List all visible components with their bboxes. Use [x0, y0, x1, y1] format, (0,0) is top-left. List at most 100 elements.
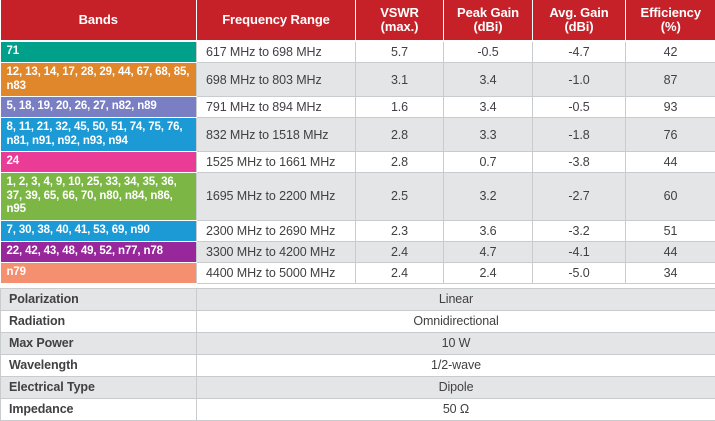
- avg-gain-cell: -5.0: [533, 262, 626, 283]
- band-cell: 24: [1, 152, 197, 173]
- peak-gain-cell: 3.4: [444, 63, 533, 97]
- header-row: Bands Frequency Range VSWR (max.) Peak G…: [1, 0, 715, 41]
- efficiency-cell: 76: [626, 118, 715, 152]
- column-header-avg-gain: Avg. Gain (dBi): [533, 0, 626, 41]
- column-header-efficiency: Efficiency (%): [626, 0, 715, 41]
- spec-value: Dipole: [197, 376, 715, 398]
- peak-gain-cell: 2.4: [444, 262, 533, 283]
- spec-label: Radiation: [1, 310, 197, 332]
- frequency-cell: 4400 MHz to 5000 MHz: [197, 262, 356, 283]
- frequency-cell: 3300 MHz to 4200 MHz: [197, 241, 356, 262]
- peak-gain-cell: -0.5: [444, 41, 533, 63]
- band-cell: n79: [1, 262, 197, 283]
- frequency-cell: 791 MHz to 894 MHz: [197, 97, 356, 118]
- table-header: Bands Frequency Range VSWR (max.) Peak G…: [1, 0, 715, 41]
- frequency-cell: 2300 MHz to 2690 MHz: [197, 220, 356, 241]
- efficiency-cell: 42: [626, 41, 715, 63]
- column-header-avg-gain-line1: Avg. Gain: [549, 5, 608, 20]
- efficiency-cell: 44: [626, 152, 715, 173]
- peak-gain-cell: 4.7: [444, 241, 533, 262]
- vswr-cell: 2.4: [356, 262, 444, 283]
- spec-label: Max Power: [1, 332, 197, 354]
- efficiency-cell: 51: [626, 220, 715, 241]
- spec-value: Linear: [197, 288, 715, 310]
- column-header-vswr: VSWR (max.): [356, 0, 444, 41]
- vswr-cell: 3.1: [356, 63, 444, 97]
- column-header-frequency-range-line1: Frequency Range: [222, 12, 330, 27]
- band-cell: 5, 18, 19, 20, 26, 27, n82, n89: [1, 97, 197, 118]
- frequency-cell: 1525 MHz to 1661 MHz: [197, 152, 356, 173]
- column-header-vswr-line2: (max.): [360, 20, 439, 34]
- column-header-frequency-range: Frequency Range: [197, 0, 356, 41]
- spec-value: Omnidirectional: [197, 310, 715, 332]
- vswr-cell: 2.5: [356, 173, 444, 221]
- frequency-cell: 1695 MHz to 2200 MHz: [197, 173, 356, 221]
- band-cell: 71: [1, 41, 197, 63]
- avg-gain-cell: -4.1: [533, 241, 626, 262]
- peak-gain-cell: 3.3: [444, 118, 533, 152]
- efficiency-cell: 44: [626, 241, 715, 262]
- peak-gain-cell: 3.6: [444, 220, 533, 241]
- column-header-peak-gain: Peak Gain (dBi): [444, 0, 533, 41]
- avg-gain-cell: -4.7: [533, 41, 626, 63]
- vswr-cell: 2.8: [356, 118, 444, 152]
- column-header-vswr-line1: VSWR: [380, 5, 419, 20]
- peak-gain-cell: 0.7: [444, 152, 533, 173]
- column-header-avg-gain-line2: (dBi): [537, 20, 621, 34]
- frequency-cell: 617 MHz to 698 MHz: [197, 41, 356, 63]
- frequency-cell: 832 MHz to 1518 MHz: [197, 118, 356, 152]
- vswr-cell: 2.4: [356, 241, 444, 262]
- efficiency-cell: 87: [626, 63, 715, 97]
- vswr-cell: 5.7: [356, 41, 444, 63]
- peak-gain-cell: 3.4: [444, 97, 533, 118]
- column-header-peak-gain-line2: (dBi): [448, 20, 528, 34]
- spec-value: 10 W: [197, 332, 715, 354]
- band-cell: 12, 13, 14, 17, 28, 29, 44, 67, 68, 85, …: [1, 63, 197, 97]
- avg-gain-cell: -3.8: [533, 152, 626, 173]
- table-row: 8, 11, 21, 32, 45, 50, 51, 74, 75, 76, n…: [1, 118, 715, 152]
- efficiency-cell: 93: [626, 97, 715, 118]
- vswr-cell: 1.6: [356, 97, 444, 118]
- efficiency-cell: 34: [626, 262, 715, 283]
- column-header-efficiency-line1: Efficiency: [641, 5, 701, 20]
- spec-value: 50 Ω: [197, 398, 715, 420]
- spec-label: Electrical Type: [1, 376, 197, 398]
- spec-label: Polarization: [1, 288, 197, 310]
- column-header-bands: Bands: [1, 0, 197, 41]
- spec-label: Impedance: [1, 398, 197, 420]
- avg-gain-cell: -2.7: [533, 173, 626, 221]
- avg-gain-cell: -1.0: [533, 63, 626, 97]
- vswr-cell: 2.8: [356, 152, 444, 173]
- frequency-cell: 698 MHz to 803 MHz: [197, 63, 356, 97]
- band-cell: 22, 42, 43, 48, 49, 52, n77, n78: [1, 241, 197, 262]
- vswr-cell: 2.3: [356, 220, 444, 241]
- column-header-peak-gain-line1: Peak Gain: [457, 5, 519, 20]
- avg-gain-cell: -1.8: [533, 118, 626, 152]
- spec-label: Wavelength: [1, 354, 197, 376]
- column-header-efficiency-line2: (%): [630, 20, 712, 34]
- table-row: 1, 2, 3, 4, 9, 10, 25, 33, 34, 35, 36, 3…: [1, 173, 715, 221]
- band-cell: 7, 30, 38, 40, 41, 53, 69, n90: [1, 220, 197, 241]
- column-header-bands-line1: Bands: [79, 12, 118, 27]
- peak-gain-cell: 3.2: [444, 173, 533, 221]
- avg-gain-cell: -3.2: [533, 220, 626, 241]
- table-row: 12, 13, 14, 17, 28, 29, 44, 67, 68, 85, …: [1, 63, 715, 97]
- band-cell: 8, 11, 21, 32, 45, 50, 51, 74, 75, 76, n…: [1, 118, 197, 152]
- efficiency-cell: 60: [626, 173, 715, 221]
- spec-value: 1/2-wave: [197, 354, 715, 376]
- avg-gain-cell: -0.5: [533, 97, 626, 118]
